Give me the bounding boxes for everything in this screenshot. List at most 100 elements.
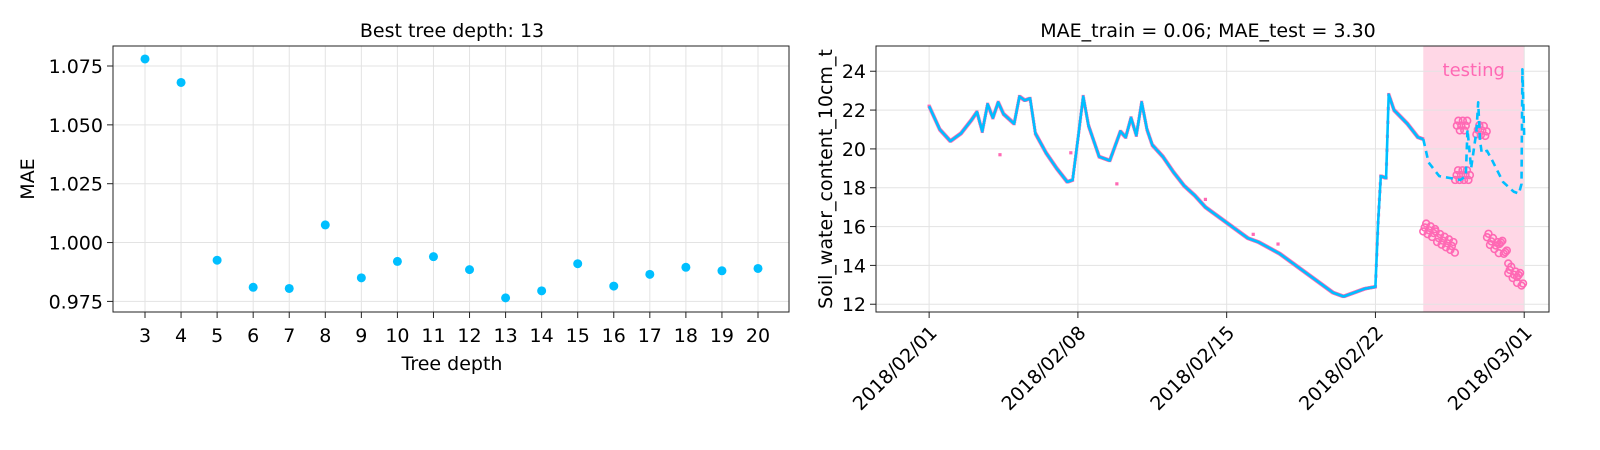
x-tick-label: 6 [247,325,259,347]
observed-marker [1502,246,1511,255]
y-tick-label: 1.000 [49,233,103,255]
data-point [753,263,763,273]
chart-title: MAE_train = 0.06; MAE_test = 3.30 [1040,20,1376,42]
observed-marker [1493,237,1502,247]
y-tick-label: 1.075 [49,56,103,78]
x-tick-label: 15 [566,325,590,347]
observed-marker [1447,241,1457,251]
observed-marker [1069,151,1073,155]
x-tick-label: 17 [638,325,662,347]
y-tick-label: 18 [842,178,866,200]
observed-marker [1464,175,1473,185]
data-point [320,220,330,230]
x-tick-label: 2018/02/08 [997,322,1090,415]
chart-soil-water: MAE_train = 0.06; MAE_test = 3.30 testin… [815,20,1550,415]
y-axis-label: Soil_water_content_10cm_t [815,49,837,309]
x-tick-label: 9 [355,325,367,347]
observed-marker [998,153,1002,157]
model-line-train [927,93,1424,298]
x-tick-label: 2018/02/15 [1146,322,1239,415]
x-tick-label: 8 [319,325,331,347]
observed-marker [1461,121,1470,130]
data-point [392,256,402,266]
data-point [681,262,691,272]
x-tick-label: 2018/02/01 [849,322,942,415]
model-lines [927,68,1526,298]
testing-region [1423,46,1525,312]
x-axis-label: Tree depth [401,353,503,375]
observed-marker [1465,170,1475,180]
data-point [356,273,366,283]
data-point [212,255,222,265]
x-tick-label: 12 [457,325,481,347]
x-tick-label: 3 [139,325,151,347]
data-point [717,266,727,276]
observed-marker [1507,262,1516,271]
y-axis: 12 14 16 18 20 22 24 [842,61,876,316]
observed-marker [1501,247,1510,257]
data-point [609,281,619,291]
observed-marker [1488,233,1498,243]
observed-marker [1463,116,1472,125]
x-tick-label: 16 [602,325,626,347]
x-tick-label: 18 [674,325,698,347]
x-tick-label: 20 [746,325,770,347]
observed-marker [1203,197,1208,201]
x-tick-label: 4 [175,325,187,347]
x-axis: 3 4 5 6 7 8 9 10 11 12 13 14 15 16 17 18 19 20 [139,312,770,347]
data-point [176,77,186,87]
x-tick-label: 11 [421,325,445,347]
y-tick-label: 14 [842,255,866,277]
y-axis-label: MAE [17,158,39,199]
x-tick-label: 5 [211,325,223,347]
observed-marker [1515,268,1525,278]
plot-area [875,45,1550,313]
data-point [465,265,475,275]
observed-marker [1455,175,1464,185]
x-tick-label: 13 [493,325,517,347]
data-point [428,252,438,262]
data-point [573,259,583,269]
observed-marker [1498,236,1507,246]
observed-marker [1484,229,1493,238]
x-tick-label: 2018/03/01 [1444,322,1537,415]
observed-marker [1482,127,1491,136]
data-point [140,54,150,64]
data-point [645,269,655,279]
x-tick-label: 7 [283,325,295,347]
grid [876,46,1549,312]
y-tick-label: 1.050 [49,115,103,137]
grid [113,46,789,312]
observed-marker [1460,126,1469,135]
testing-label: testing [1443,60,1505,81]
y-tick-label: 0.975 [49,291,103,313]
y-axis: 0.975 1.000 1.025 1.050 1.075 [49,56,113,313]
observed-marker [1251,232,1255,236]
observed-marker [1496,238,1506,247]
data-point [248,282,258,292]
observed-marker [1518,279,1528,288]
y-tick-label: 22 [842,100,866,122]
data-point [501,293,511,303]
observed-marker [1276,242,1280,246]
y-tick-label: 12 [842,294,866,316]
plot-area [112,45,790,313]
model-line-test [1422,68,1526,195]
observed-marker [1481,131,1490,141]
observed-marker [1115,182,1119,186]
y-tick-label: 16 [842,217,866,239]
observed-marker [1450,248,1460,257]
data-points [140,54,763,303]
data-point [284,283,294,293]
y-tick-label: 1.025 [49,174,103,196]
x-tick-label: 10 [385,325,409,347]
chart-tree-depth: Best tree depth: 13 3 4 5 6 7 8 9 10 11 12 13 14 15 1… [17,20,790,375]
x-axis: 2018/02/01 2018/02/08 2018/02/15 2018/02/22… [849,312,1537,415]
observed-marker [1455,126,1465,135]
x-tick-label: 19 [710,325,734,347]
observed-marker [1449,237,1458,247]
chart-title: Best tree depth: 13 [360,20,544,42]
x-tick-label: 2018/02/22 [1295,322,1388,415]
x-tick-label: 14 [530,325,554,347]
